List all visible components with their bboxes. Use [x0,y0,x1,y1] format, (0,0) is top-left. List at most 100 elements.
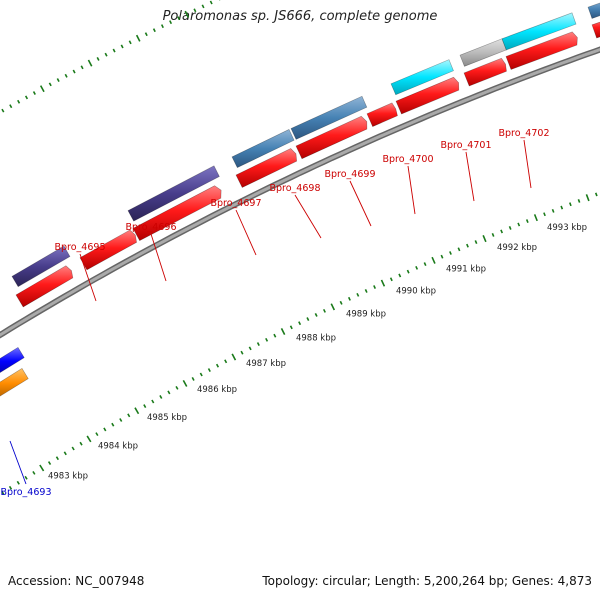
gene-label: Bpro_4693 [1,487,52,498]
upper-ruler-minor-tick [169,20,173,25]
upper-ruler-minor-tick [80,65,84,70]
gene-feature [127,165,220,222]
label-leader-line [523,139,532,189]
lower-ruler-minor-tick [289,325,293,330]
gene-feature-orange [0,368,29,397]
label-layer: Bpro_4695 Bpro_4696 Bpro_4697 Bpro_4698 Bpro… [1,128,550,498]
gene-feature [501,12,577,51]
lower-ruler-minor-tick [151,399,155,404]
upper-ruler-minor-tick [120,44,124,49]
lower-ruler-major-tick [533,214,538,222]
gene-label: Bpro_4699 [325,169,376,180]
lower-ruler-minor-tick [314,313,318,317]
cds-forward [591,21,600,39]
label-leader-line [79,253,97,302]
upper-ruler-minor-tick [48,82,52,87]
lower-ruler-major-tick [231,353,237,361]
lower-ruler-minor-tick [543,212,546,217]
lower-ruler-minor-tick [339,300,343,305]
gene-label: Bpro_4701 [441,140,492,151]
scale-label: 4989 kbp [346,309,386,319]
scale-label: 4988 kbp [296,334,336,344]
cds-forward [366,102,398,127]
lower-ruler-major-tick [431,256,436,264]
lower-ruler-minor-tick [398,273,402,278]
upper-ruler-minor-tick [160,24,164,29]
lower-ruler-minor-tick [55,456,60,461]
cds-forward [295,115,368,160]
lower-ruler-minor-tick [95,432,99,437]
lower-ruler-minor-tick [143,404,147,409]
lower-ruler-minor-tick [16,480,20,485]
upper-ruler-minor-tick [24,95,29,100]
gene-feature-blue [0,347,25,373]
lower-ruler-minor-tick [322,308,326,313]
lower-ruler-minor-tick [215,363,220,368]
upper-ruler-minor-tick [152,28,156,33]
lower-ruler-minor-tick [569,202,572,207]
gene-label: Bpro_4698 [270,183,321,194]
upper-ruler-minor-tick [17,99,21,104]
lower-ruler-minor-tick [111,422,115,427]
lower-ruler-minor-tick [127,413,131,418]
upper-ruler-minor-tick [64,73,68,78]
lower-ruler-major-tick [585,194,590,202]
lower-ruler-minor-tick [32,470,36,475]
lower-ruler-minor-tick [500,229,504,234]
lower-ruler-minor-tick [298,321,302,326]
cds-forward [132,185,222,242]
lower-ruler-minor-tick [71,446,75,451]
cds-forward [395,76,460,115]
lower-ruler-minor-tick [560,205,564,210]
backbone-layer [0,46,600,339]
cds-forward [235,148,298,188]
lower-ruler-minor-tick [24,475,28,480]
lower-ruler-major-tick [482,234,487,243]
scale-label: 4985 kbp [147,413,187,423]
upper-ruler-minor-tick [32,91,36,95]
lower-ruler-minor-tick [423,262,427,267]
gene-feature [231,129,295,169]
lower-ruler-minor-tick [159,395,163,399]
upper-ruler-minor-tick [112,48,116,53]
lower-ruler-minor-tick [240,350,244,355]
scale-label: 4990 kbp [396,286,436,296]
upper-ruler-major-tick [39,85,45,93]
gene-feature [390,59,454,96]
lower-ruler-minor-tick [440,254,444,259]
lower-ruler-minor-tick [551,208,555,213]
tick-layer: 4983 kbp 4984 kbp 4985 kbp 4986 kbp 4987 kbp… [1,0,598,495]
genome-summary-text: Topology: circular; Length: 5,200,264 bp… [262,574,592,588]
cds-forward [463,57,507,87]
lower-ruler-minor-tick [466,243,469,248]
lower-ruler-major-tick [134,407,140,415]
gene-feature [459,38,507,67]
lower-ruler-minor-tick [265,337,269,342]
lower-ruler-minor-tick [594,192,598,197]
lower-ruler-major-tick [380,279,386,287]
lower-ruler-minor-tick [256,342,260,347]
upper-ruler-minor-tick [209,0,213,5]
gene-label: Bpro_4695 [55,242,106,253]
backbone-line [0,47,600,337]
upper-ruler-major-tick [87,59,93,67]
upper-ruler-minor-tick [104,52,108,57]
lower-ruler-minor-tick [364,289,368,293]
lower-ruler-minor-tick [474,240,478,245]
lower-ruler-minor-tick [63,451,67,456]
lower-ruler-minor-tick [356,292,360,297]
accession-text: Accession: NC_007948 [8,574,145,588]
scale-label: 4983 kbp [48,472,88,482]
feature-layer [0,2,600,397]
label-leader-line [407,165,416,215]
lower-ruler-major-tick [280,327,286,335]
label-leader-line [235,209,257,256]
upper-ruler-minor-tick [56,78,60,82]
upper-ruler-major-tick [135,34,141,42]
gene-label: Bpro_4696 [126,222,177,233]
label-leader-line [150,233,167,282]
lower-ruler-minor-tick [373,285,377,289]
lower-ruler-minor-tick [191,377,195,381]
lower-ruler-minor-tick [175,385,179,390]
